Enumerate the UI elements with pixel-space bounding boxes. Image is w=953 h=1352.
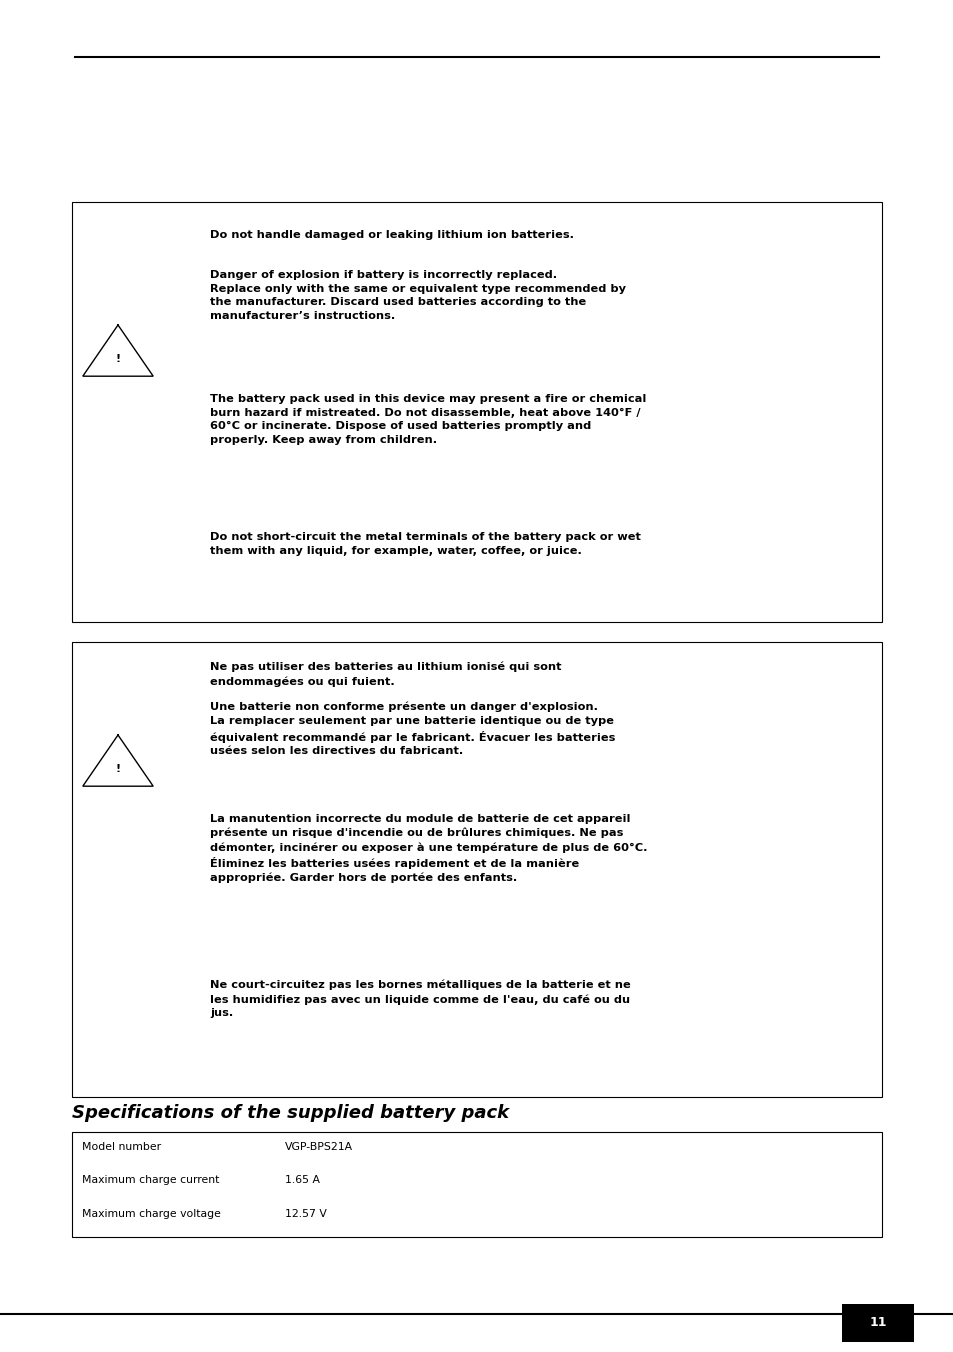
Text: 1.65 A: 1.65 A <box>285 1175 319 1184</box>
Text: 11: 11 <box>868 1317 886 1329</box>
Text: Do not short-circuit the metal terminals of the battery pack or wet
them with an: Do not short-circuit the metal terminals… <box>210 531 640 556</box>
Text: Maximum charge voltage: Maximum charge voltage <box>82 1209 221 1220</box>
Text: Une batterie non conforme présente un danger d'explosion.
La remplacer seulement: Une batterie non conforme présente un da… <box>210 702 615 756</box>
Text: Maximum charge current: Maximum charge current <box>82 1175 219 1184</box>
Text: 12.57 V: 12.57 V <box>285 1209 327 1220</box>
Bar <box>71 1132 882 1237</box>
Text: !: ! <box>115 354 120 364</box>
Text: Ne pas utiliser des batteries au lithium ionisé qui sont
endommagées ou qui fuie: Ne pas utiliser des batteries au lithium… <box>210 662 561 687</box>
Text: !: ! <box>115 764 120 773</box>
Bar <box>71 201 882 622</box>
Text: The battery pack used in this device may present a fire or chemical
burn hazard : The battery pack used in this device may… <box>210 393 646 445</box>
Bar <box>71 642 882 1096</box>
Text: Ne court-circuitez pas les bornes métalliques de la batterie et ne
les humidifie: Ne court-circuitez pas les bornes métall… <box>210 980 630 1018</box>
Text: VGP-BPS21A: VGP-BPS21A <box>285 1142 353 1152</box>
Text: Model number: Model number <box>82 1142 161 1152</box>
Text: Danger of explosion if battery is incorrectly replaced.
Replace only with the sa: Danger of explosion if battery is incorr… <box>210 270 625 320</box>
Text: La manutention incorrecte du module de batterie de cet appareil
présente un risq: La manutention incorrecte du module de b… <box>210 814 647 883</box>
Text: Do not handle damaged or leaking lithium ion batteries.: Do not handle damaged or leaking lithium… <box>210 230 574 241</box>
Text: Specifications of the supplied battery pack: Specifications of the supplied battery p… <box>71 1105 509 1122</box>
Bar <box>841 1303 913 1343</box>
